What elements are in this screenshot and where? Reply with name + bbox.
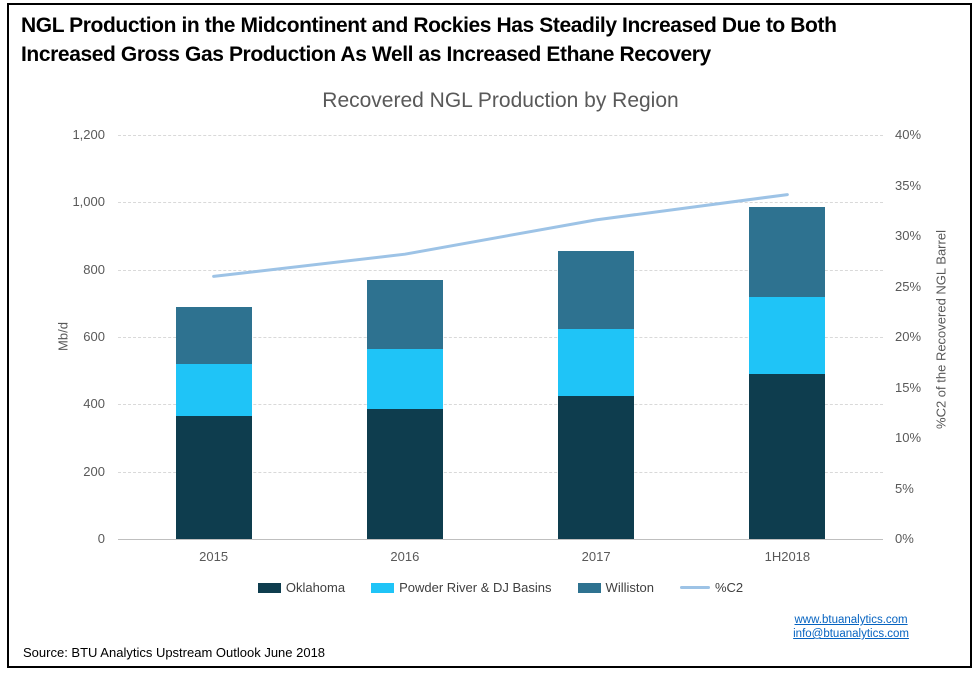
- footer-link[interactable]: www.btuanalytics.com: [794, 614, 908, 626]
- bar-segment-oklahoma: [749, 374, 826, 539]
- gridline: [118, 135, 883, 136]
- footer-links: www.btuanalytics.com info@btuanalytics.co…: [793, 613, 909, 641]
- y-axis-tick-right: 15%: [895, 379, 922, 395]
- y-axis-tick-right: 25%: [895, 278, 922, 294]
- gridline: [118, 202, 883, 204]
- legend-label: %C2: [714, 580, 744, 595]
- legend-item-oklahoma: Oklahoma: [257, 580, 346, 595]
- chart-legend: Oklahoma Powder River & DJ Basins Willisto…: [118, 580, 883, 595]
- y-axis-tick-right: 20%: [895, 329, 922, 344]
- x-axis-line: [118, 539, 883, 540]
- x-axis-tick: 2017: [581, 549, 611, 564]
- legend-swatch-icon: [577, 582, 601, 593]
- bar-segment-powder-river-dj-basins: [558, 328, 635, 396]
- legend-label: Powder River & DJ Basins: [399, 580, 552, 595]
- page-title-line-2: Increased Gross Gas Production As Well a…: [21, 43, 711, 66]
- y-axis-tick-left: 1,000: [72, 194, 105, 210]
- bar-segment-oklahoma: [558, 395, 635, 539]
- bar-segment-powder-river-dj-basins: [366, 348, 443, 410]
- c2-line: [212, 193, 789, 278]
- legend-label: Oklahoma: [285, 580, 346, 595]
- legend-line-swatch-icon: [679, 586, 710, 589]
- y-axis-tick-left: 1,200: [72, 127, 105, 142]
- footer-link[interactable]: info@btuanalytics.com: [793, 628, 909, 640]
- y-axis-tick-left: 400: [83, 396, 105, 412]
- legend-item-williston: Williston: [577, 580, 654, 595]
- y-axis-tick-right: 40%: [895, 127, 922, 142]
- y-axis-tick-right: 30%: [895, 228, 922, 243]
- bar-segment-powder-river-dj-basins: [175, 363, 252, 417]
- gridline: [118, 269, 883, 271]
- x-axis-tick: 1H2018: [764, 549, 811, 564]
- page-title-line-1: NGL Production in the Midcontinent and R…: [21, 14, 837, 37]
- page-title: NGL Production in the Midcontinent and R…: [21, 11, 961, 69]
- legend-swatch-icon: [371, 582, 395, 593]
- chart-frame: NGL Production in the Midcontinent and R…: [7, 3, 972, 668]
- legend-item-powder-river-dj-basins: Powder River & DJ Basins: [371, 580, 552, 595]
- source-note: Source: BTU Analytics Upstream Outlook J…: [23, 645, 326, 660]
- legend-item-c2: %C2: [679, 580, 744, 595]
- bar-segment-williston: [175, 306, 252, 364]
- y-axis-tick-right: 35%: [895, 177, 922, 193]
- y-axis-tick-right: 0%: [895, 531, 914, 546]
- bar-segment-williston: [749, 207, 826, 297]
- y-axis-tick-left: 800: [83, 261, 105, 277]
- c2-line-chart: [212, 193, 789, 278]
- bar-segment-williston: [558, 251, 635, 329]
- plot-area: [118, 135, 883, 540]
- gridline: [118, 404, 883, 406]
- bar-segment-oklahoma: [175, 416, 252, 539]
- legend-swatch-icon: [257, 582, 281, 593]
- y-axis-tick-right: 10%: [895, 430, 922, 445]
- y-axis-tick-left: 600: [83, 329, 105, 344]
- y-axis-tick-left: 0: [97, 531, 105, 546]
- x-axis-tick: 2016: [390, 549, 420, 564]
- x-axis-tick: 2015: [199, 549, 229, 564]
- bar-segment-williston: [366, 279, 443, 349]
- chart-title: Recovered NGL Production by Region: [322, 89, 679, 112]
- y-axis-tick-right: 5%: [895, 480, 914, 496]
- legend-label: Williston: [605, 580, 654, 595]
- gridline: [118, 337, 883, 338]
- y-axis-tick-left: 200: [83, 463, 105, 479]
- bar-segment-powder-river-dj-basins: [749, 296, 826, 375]
- gridline: [118, 471, 883, 473]
- bar-segment-oklahoma: [366, 409, 443, 539]
